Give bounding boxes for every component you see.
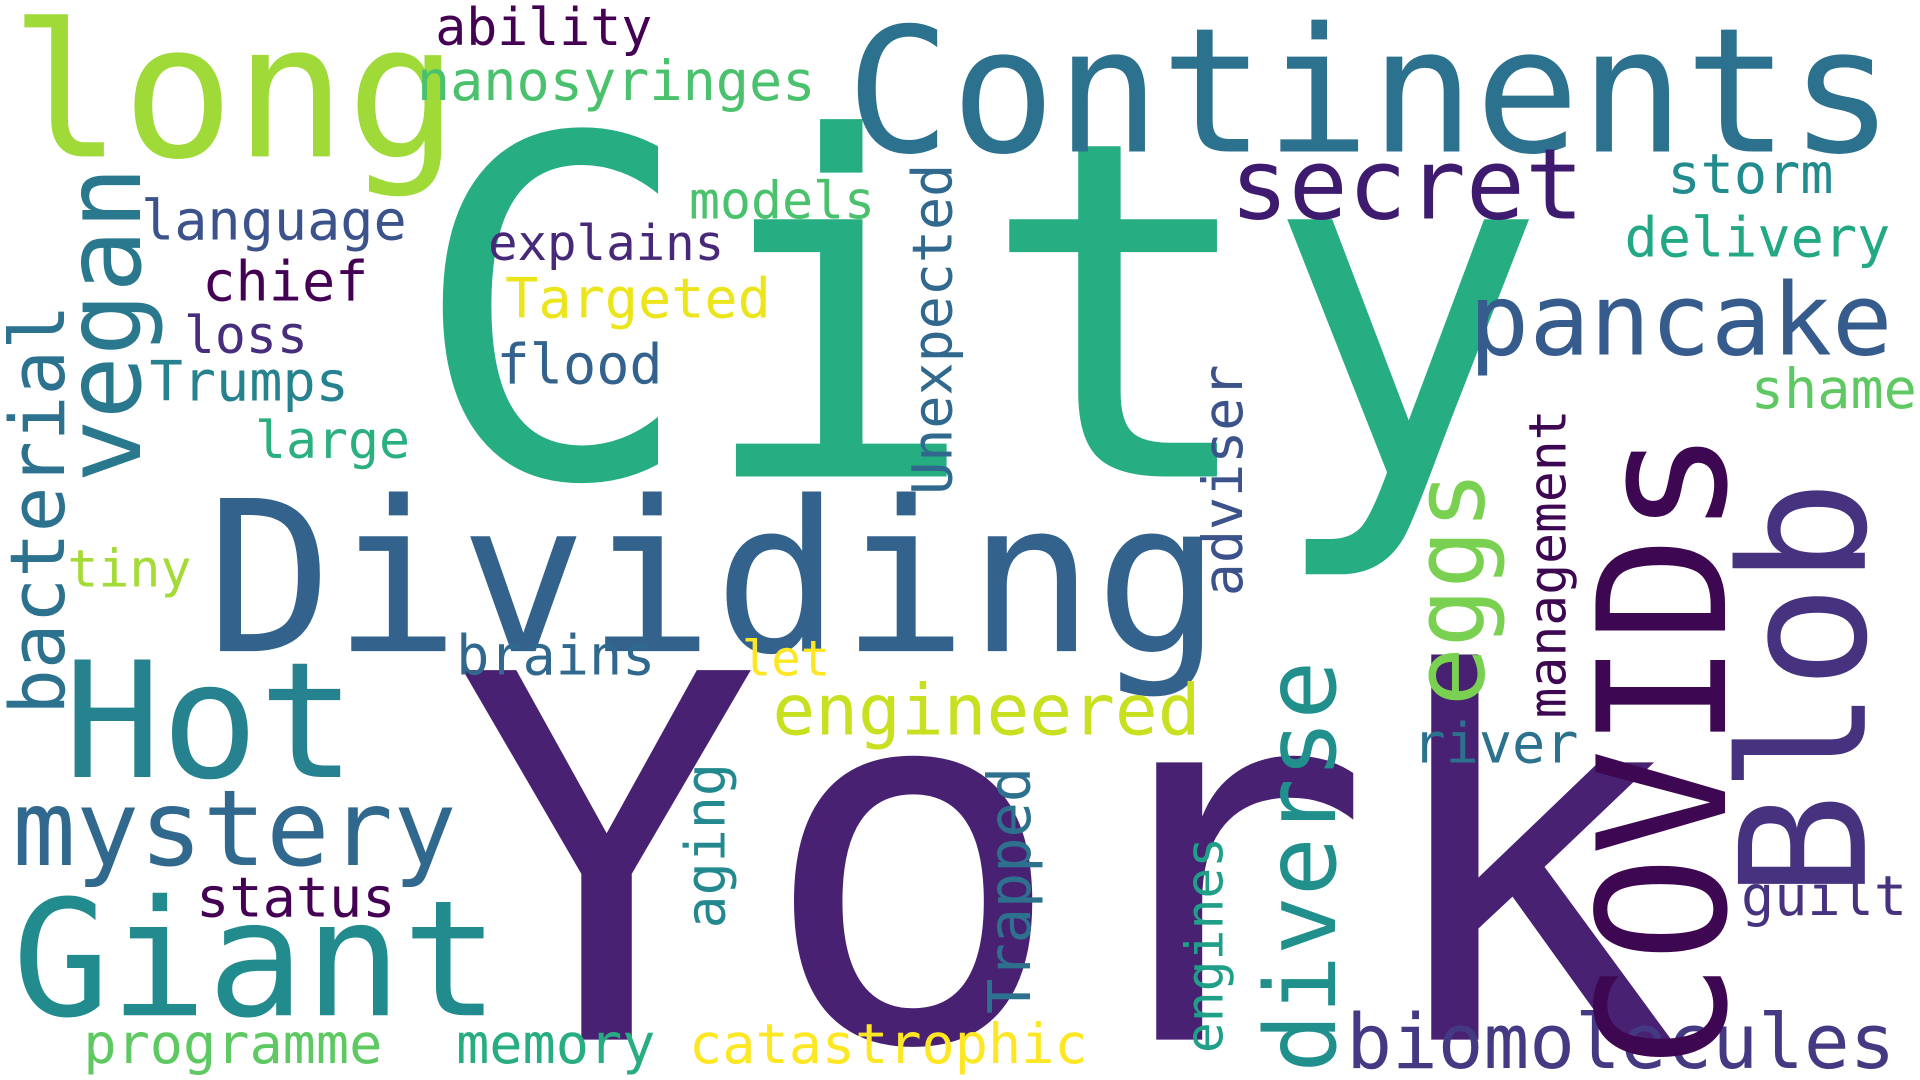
word-diverse: diverse [1244,660,1359,1073]
word-management: management [1517,409,1578,719]
word-brains: brains [456,623,656,688]
word-hot: Hot [63,627,357,817]
word-trumps: Trumps [149,349,349,415]
word-dividing: Dividing [205,455,1222,702]
word-giant: Giant [12,866,500,1055]
word-guilt: guilt [1740,863,1908,929]
word-storm: storm [1667,141,1834,207]
word-biomolecules: biomolecules [1346,996,1896,1080]
word-york: York [453,569,1679,1080]
word-delivery: delivery [1624,205,1891,271]
word-catastrophic: catastrophic [689,1011,1088,1077]
word-bacterial: bacterial [0,304,83,715]
word-long: long [9,0,459,201]
word-loss: loss [183,305,308,366]
word-pancake: pancake [1468,262,1893,379]
word-tiny: tiny [67,538,192,599]
word-shame: shame [1750,356,1917,422]
word-targeted: Targeted [505,266,771,332]
word-adviser: adviser [1190,364,1256,597]
word-secret: secret [1229,128,1585,242]
word-status: status [196,864,396,930]
word-engineered: engineered [772,668,1201,752]
word-models: models [689,171,876,231]
word-ability: ability [435,0,653,58]
word-explains: explains [487,216,725,273]
word-blob: Blob [1704,480,1907,898]
word-aging: aging [673,763,739,929]
word-language: language [140,188,407,253]
word-let: let [741,631,831,688]
word-nanosyringes: nanosyringes [416,48,816,114]
word-city: City [410,40,1548,588]
word-continents: Continents [845,0,1895,194]
word-large: large [255,410,411,471]
word-eggs: eggs [1392,470,1507,707]
word-programme: programme [83,1011,383,1077]
word-chief: chief [202,249,369,314]
word-memory: memory [456,1011,656,1077]
word-unexpected: Unexpected [899,163,965,495]
word-mystery: mystery [12,768,457,891]
word-river: river [1412,711,1579,776]
word-trapped: Trapped [975,766,1045,1015]
word-flood: flood [496,332,663,398]
word-engines: engines [1174,836,1235,1054]
